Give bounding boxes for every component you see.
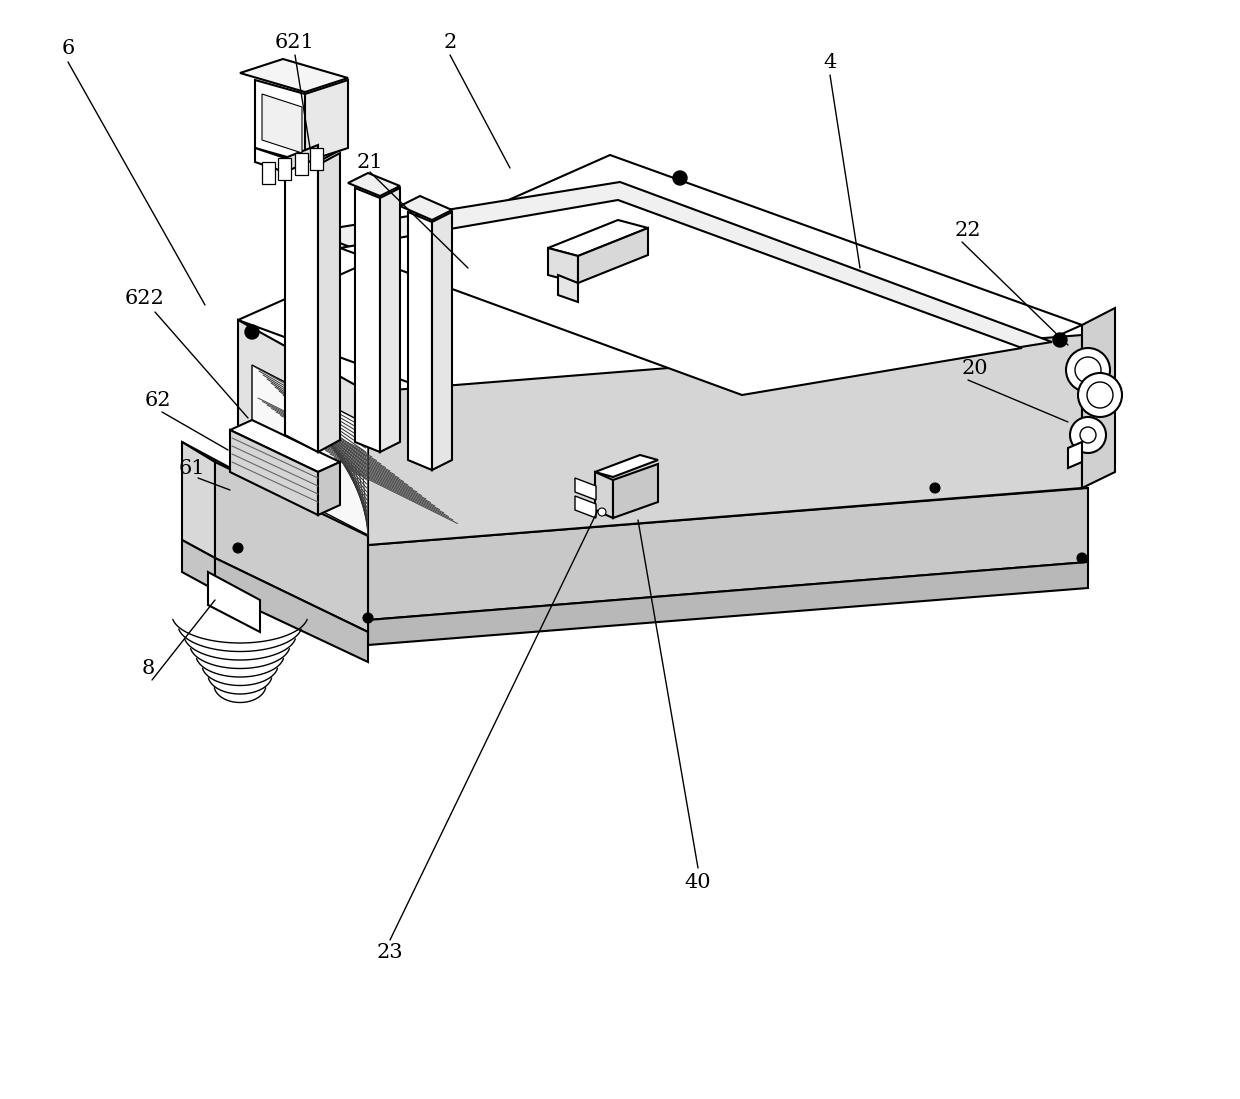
Polygon shape <box>285 145 317 173</box>
Text: 4: 4 <box>823 53 837 71</box>
Polygon shape <box>379 188 401 452</box>
Circle shape <box>1078 373 1122 417</box>
Text: 40: 40 <box>684 873 712 891</box>
Polygon shape <box>285 148 317 452</box>
Text: 621: 621 <box>275 33 315 52</box>
Polygon shape <box>182 540 215 590</box>
Text: 8: 8 <box>141 658 155 677</box>
Polygon shape <box>215 462 368 632</box>
Circle shape <box>1053 333 1066 347</box>
Text: 21: 21 <box>357 153 383 171</box>
Polygon shape <box>238 320 368 545</box>
Text: 62: 62 <box>145 390 171 410</box>
Polygon shape <box>215 415 1087 545</box>
Polygon shape <box>262 162 275 184</box>
Polygon shape <box>182 442 215 558</box>
Polygon shape <box>613 464 658 518</box>
Polygon shape <box>255 148 285 173</box>
Circle shape <box>1066 348 1110 392</box>
Polygon shape <box>310 182 1052 392</box>
Circle shape <box>363 613 373 623</box>
Polygon shape <box>278 158 291 180</box>
Polygon shape <box>575 478 596 500</box>
Polygon shape <box>348 173 401 196</box>
Polygon shape <box>215 471 368 620</box>
Polygon shape <box>408 212 432 470</box>
Polygon shape <box>1068 442 1083 468</box>
Polygon shape <box>270 130 340 162</box>
Polygon shape <box>238 155 1083 492</box>
Polygon shape <box>252 365 368 535</box>
Circle shape <box>233 543 243 553</box>
Circle shape <box>1087 382 1114 408</box>
Circle shape <box>625 487 639 501</box>
Text: 61: 61 <box>179 458 206 477</box>
Polygon shape <box>305 80 348 162</box>
Polygon shape <box>229 420 340 471</box>
Circle shape <box>930 482 940 493</box>
Polygon shape <box>255 80 305 162</box>
Polygon shape <box>262 95 303 153</box>
Polygon shape <box>548 220 649 256</box>
Polygon shape <box>548 248 578 284</box>
Polygon shape <box>182 442 368 545</box>
Circle shape <box>673 171 687 185</box>
Polygon shape <box>595 455 658 477</box>
Polygon shape <box>432 212 453 470</box>
Circle shape <box>246 325 259 338</box>
Polygon shape <box>229 430 317 515</box>
Polygon shape <box>355 188 379 452</box>
Polygon shape <box>1083 308 1115 488</box>
Polygon shape <box>215 548 368 645</box>
Polygon shape <box>317 462 340 515</box>
Circle shape <box>1075 357 1101 382</box>
Polygon shape <box>317 153 340 452</box>
Polygon shape <box>558 275 578 302</box>
Text: 20: 20 <box>962 358 988 377</box>
Text: 22: 22 <box>955 221 981 240</box>
Polygon shape <box>401 196 453 220</box>
Polygon shape <box>340 200 1022 395</box>
Polygon shape <box>368 562 1087 645</box>
Polygon shape <box>368 335 1083 545</box>
Polygon shape <box>310 148 322 170</box>
Polygon shape <box>215 558 368 662</box>
Circle shape <box>1080 428 1096 443</box>
Text: 622: 622 <box>125 289 165 308</box>
Circle shape <box>598 508 606 517</box>
Polygon shape <box>208 571 260 632</box>
Polygon shape <box>295 153 308 175</box>
Circle shape <box>1070 417 1106 453</box>
Polygon shape <box>578 227 649 284</box>
Text: 23: 23 <box>377 943 403 962</box>
Circle shape <box>1078 553 1087 563</box>
Polygon shape <box>595 471 613 518</box>
Text: 6: 6 <box>61 38 74 57</box>
Polygon shape <box>241 59 348 92</box>
Polygon shape <box>575 496 596 518</box>
Text: 2: 2 <box>444 33 456 52</box>
Polygon shape <box>368 488 1087 620</box>
